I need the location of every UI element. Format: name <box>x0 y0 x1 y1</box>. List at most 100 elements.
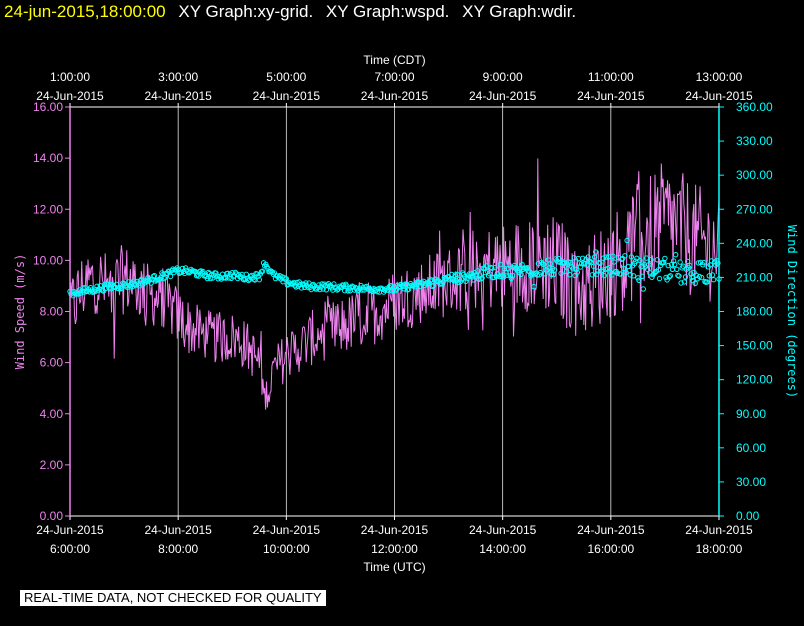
wdir-point <box>570 266 576 272</box>
axis-titles: Time (CDT) Time (UTC) Wind Speed (m/s) Wind… <box>13 53 799 574</box>
wdir-point <box>204 275 211 282</box>
wdir-point <box>550 272 557 278</box>
left-tick-label-7: 14.00 <box>33 151 63 165</box>
bottom-tick-date-6: 24-Jun-2015 <box>685 523 753 537</box>
bottom-tick-date-3: 24-Jun-2015 <box>361 523 429 537</box>
wdir-point <box>695 260 702 266</box>
wdir-point <box>214 273 220 279</box>
wdir-point <box>628 254 635 260</box>
wdir-point <box>577 264 584 270</box>
wdir-point <box>687 262 693 269</box>
wdir-point <box>291 279 297 286</box>
wdir-point <box>497 261 504 268</box>
wdir-point <box>709 272 716 278</box>
wdir-point <box>599 267 605 273</box>
wdir-point <box>147 276 153 283</box>
wdir-point <box>630 273 637 279</box>
wdir-point <box>611 259 617 265</box>
wdir-point <box>392 287 399 294</box>
bottom-tick-date-1: 24-Jun-2015 <box>144 523 212 537</box>
wdir-point <box>210 275 216 281</box>
wdir-point <box>103 285 109 292</box>
right-tick-label-2: 60.00 <box>736 441 766 455</box>
right-tick-label-6: 180.00 <box>736 305 773 319</box>
header-graph-wdir: XY Graph:wdir. <box>462 2 577 21</box>
wdir-point <box>573 266 579 272</box>
wdir-point <box>601 272 607 279</box>
wdir-point <box>597 260 603 267</box>
wdir-point <box>692 280 698 286</box>
wdir-point <box>578 261 585 267</box>
wdir-point <box>151 272 158 279</box>
wdir-point <box>693 272 699 278</box>
top-tick-time-1: 3:00:00 <box>158 70 198 84</box>
wdir-point <box>505 265 511 272</box>
bottom-tick-time-3: 12:00:00 <box>371 542 418 556</box>
wdir-point <box>509 272 516 279</box>
top-tick-time-2: 5:00:00 <box>266 70 306 84</box>
wdir-point <box>531 283 537 290</box>
wdir-point <box>256 277 262 283</box>
wdir-point <box>591 254 598 260</box>
left-tick-label-6: 12.00 <box>33 202 63 216</box>
wdir-point <box>134 278 140 285</box>
wdir-point <box>682 274 689 280</box>
wdir-point <box>637 257 643 264</box>
left-axis: 0.00 2.00 4.00 6.00 8.00 10.00 12.00 14.00 16.00 <box>33 100 71 523</box>
wdir-point <box>161 275 167 282</box>
wdir-point <box>684 258 691 265</box>
wdir-point <box>148 280 154 286</box>
wdir-point <box>313 286 320 292</box>
chart-header: 24-jun-2015,18:00:00 XY Graph:xy-grid. X… <box>4 2 576 22</box>
wdir-point <box>525 268 532 274</box>
wdir-point <box>609 272 615 278</box>
wdir-point <box>317 286 323 293</box>
wdir-point <box>594 271 600 277</box>
wdir-point <box>674 266 680 272</box>
left-tick-label-3: 6.00 <box>40 356 64 370</box>
bottom-tick-time-4: 14:00:00 <box>479 542 526 556</box>
wdir-point <box>467 273 473 280</box>
wdir-point <box>508 275 514 281</box>
wdir-point <box>627 272 633 278</box>
wdir-point <box>479 275 485 281</box>
wdir-point <box>670 258 677 264</box>
wdir-point <box>323 287 330 293</box>
wdir-point <box>654 257 660 263</box>
wdir-point <box>116 285 122 292</box>
wdir-point <box>640 286 646 292</box>
wdir-point <box>524 265 531 271</box>
bottom-tick-date-5: 24-Jun-2015 <box>577 523 645 537</box>
header-timestamp: 24-jun-2015,18:00:00 <box>4 2 166 21</box>
wdir-point <box>489 265 495 271</box>
left-tick-label-1: 2.00 <box>40 458 64 472</box>
wdir-point <box>507 273 513 279</box>
wdir-point <box>710 277 717 283</box>
wdir-point <box>587 258 593 265</box>
wdir-point <box>249 272 255 279</box>
wdir-point <box>574 269 580 276</box>
wdir-point <box>454 271 460 278</box>
left-tick-label-0: 0.00 <box>40 509 64 523</box>
wdir-point <box>681 279 688 285</box>
wdir-point <box>547 261 553 267</box>
top-tick-date-2: 24-Jun-2015 <box>253 89 321 103</box>
wdir-point <box>492 264 498 271</box>
left-axis-title: Wind Speed (m/s) <box>13 254 27 370</box>
wdir-point <box>518 271 524 277</box>
wdir-point <box>677 259 683 265</box>
wdir-point <box>680 263 686 269</box>
wdir-point <box>565 259 572 265</box>
wdir-point <box>617 271 624 277</box>
right-tick-label-12: 360.00 <box>736 100 773 114</box>
wdir-point <box>639 273 645 279</box>
wdir-point <box>689 274 695 281</box>
wdir-point <box>449 271 455 278</box>
left-tick-label-8: 16.00 <box>33 100 63 114</box>
wdir-point <box>662 255 668 262</box>
wdir-point <box>558 270 564 277</box>
wdir-point <box>699 274 705 281</box>
wdir-point <box>666 274 672 280</box>
wdir-point <box>150 273 157 280</box>
